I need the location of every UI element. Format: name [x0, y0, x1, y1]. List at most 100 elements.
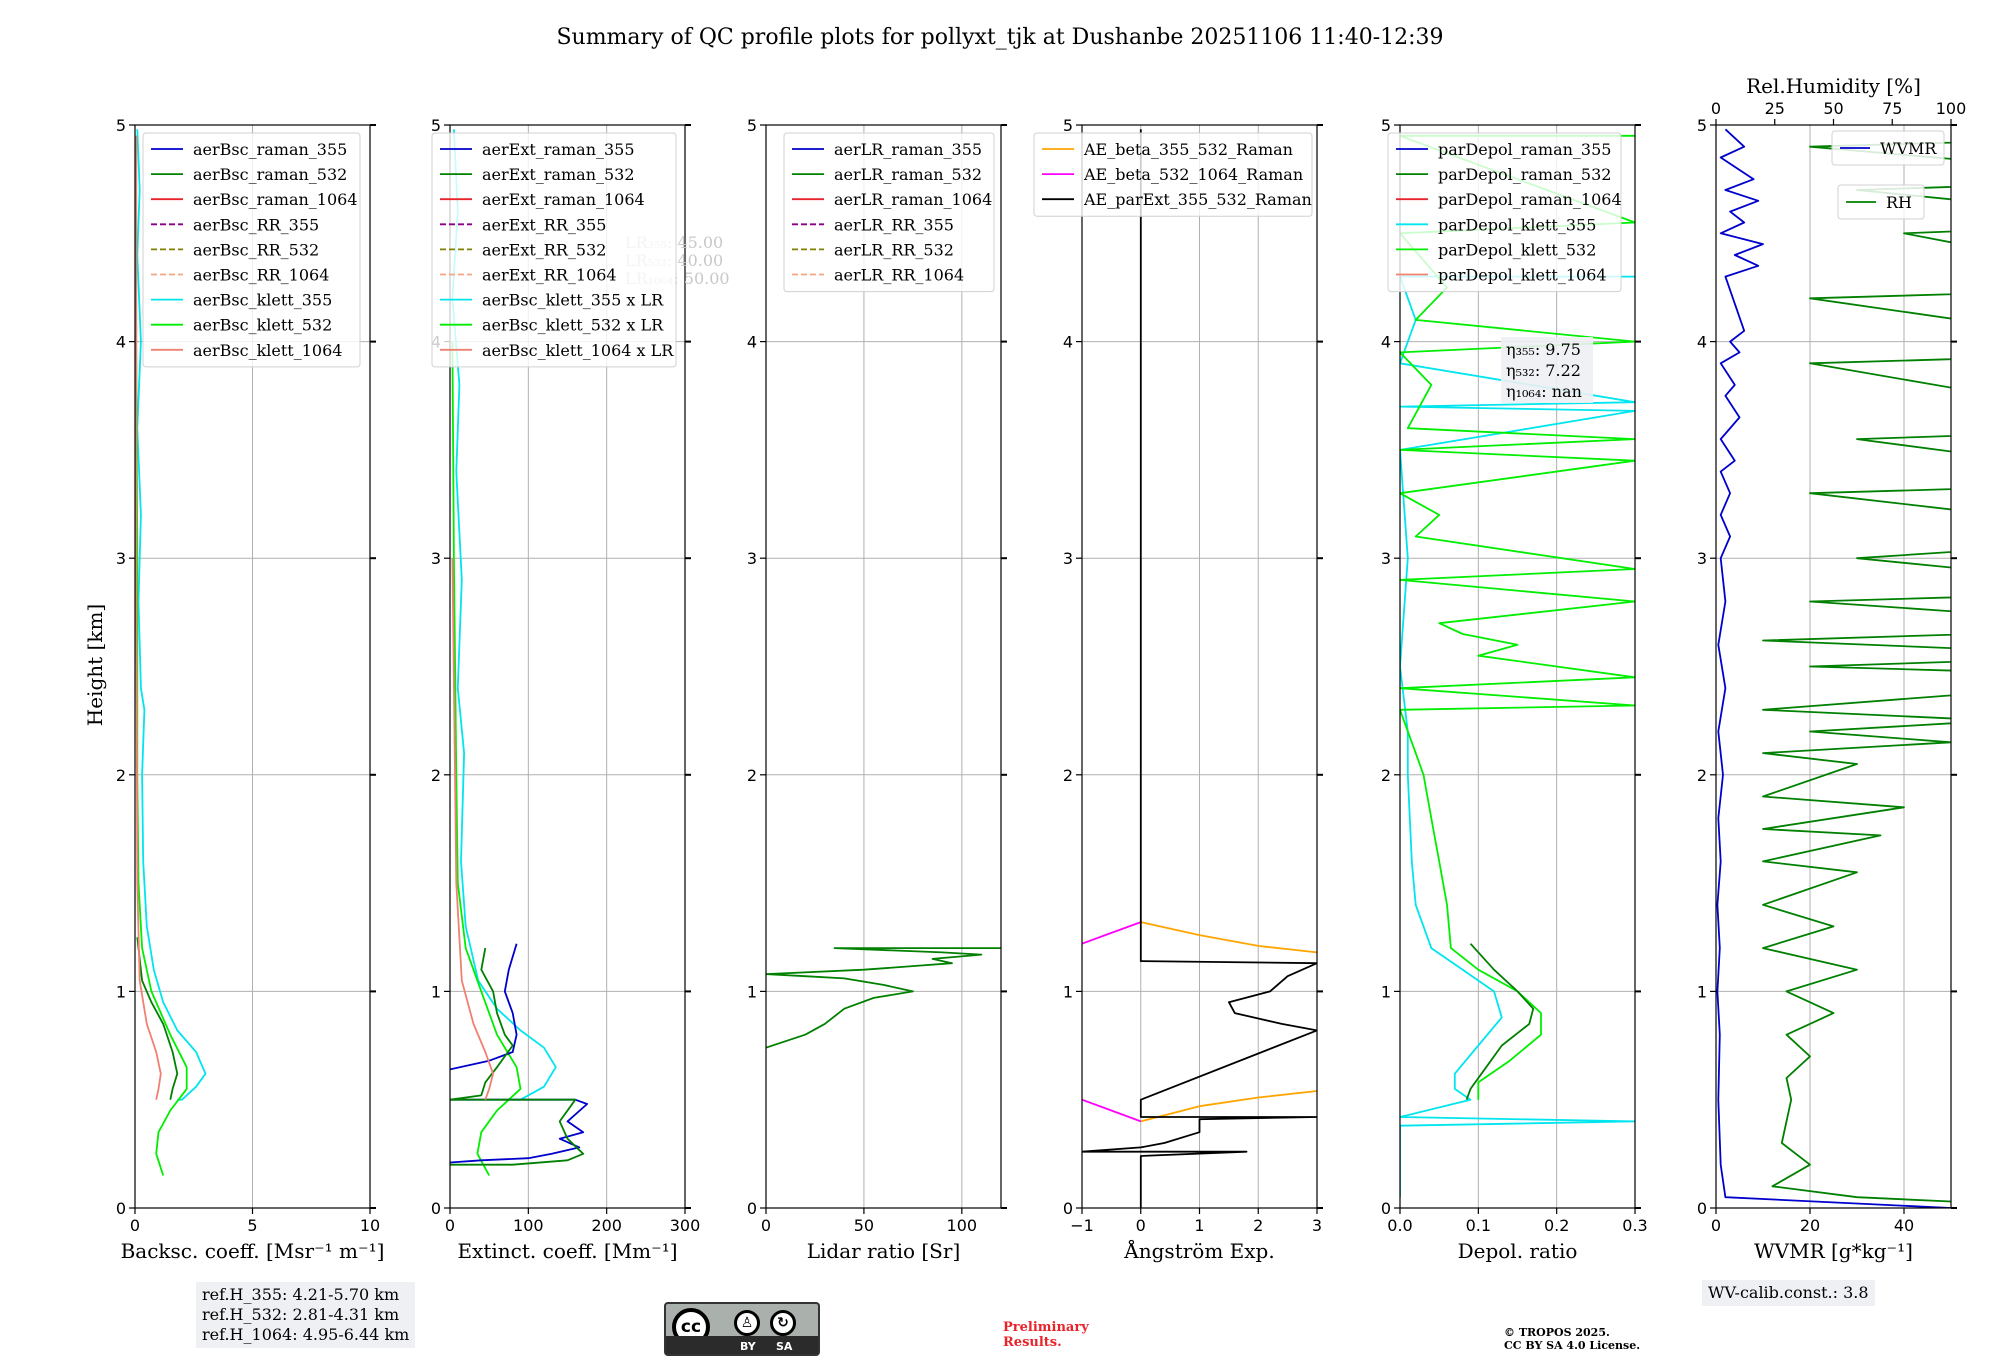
- legend-entry: aerBsc_raman_532: [193, 165, 347, 184]
- y-tick-label: 0: [1381, 1199, 1391, 1218]
- y-tick-label: 2: [1697, 766, 1707, 785]
- legend-entry: parDepol_raman_532: [1438, 165, 1611, 184]
- legend-entry: aerBsc_klett_1064: [193, 341, 342, 360]
- share-alike-icon: ↻: [770, 1310, 796, 1336]
- y-tick-label: 4: [747, 333, 757, 352]
- legend-entry: aerExt_RR_532: [482, 240, 606, 259]
- x-axis-label: Lidar ratio [Sr]: [807, 1239, 961, 1263]
- eta-annotation: η₃₅₅: 9.75: [1506, 340, 1581, 359]
- x-axis-label: Extinct. coeff. [Mm⁻¹]: [457, 1239, 677, 1263]
- y-tick-label: 0: [1063, 1199, 1073, 1218]
- x-tick-label: 40: [1894, 1216, 1914, 1235]
- x-axis-label: Backsc. coeff. [Msr⁻¹ m⁻¹]: [121, 1239, 385, 1263]
- y-tick-label: 0: [431, 1199, 441, 1218]
- legend-box: [1837, 184, 1925, 220]
- x-tick-label: 0: [1136, 1216, 1146, 1235]
- legend-entry: AE_parExt_355_532_Raman: [1083, 190, 1312, 209]
- copyright-line: © TROPOS 2025.: [1504, 1326, 1610, 1339]
- y-tick-label: 1: [1381, 982, 1391, 1001]
- y-tick-label: 2: [1381, 766, 1391, 785]
- cc-badge-bar: [666, 1336, 818, 1354]
- x-tick-label: 100: [947, 1216, 978, 1235]
- x-axis-label: Depol. ratio: [1458, 1239, 1578, 1263]
- panel-frame: [449, 124, 686, 1209]
- series-line-aerbsc-klett-1064 x lr: [451, 558, 494, 1101]
- preliminary-line: Preliminary: [1003, 1320, 1089, 1335]
- legend-entry: WVMR: [1880, 139, 1937, 158]
- series-line-ae-parext-355-532-raman: [1082, 129, 1317, 1208]
- y-tick-label: 2: [1063, 766, 1073, 785]
- preliminary-note: Preliminary Results.: [1003, 1320, 1123, 1350]
- ref-height-355: ref.H_355: 4.21-5.70 km: [202, 1285, 400, 1304]
- series-line-aerext-raman-355: [450, 943, 518, 1071]
- y-tick-label: 5: [1381, 116, 1391, 135]
- y-tick-label: 3: [1381, 549, 1391, 568]
- panel-bsc: 0 1 2 3 4 5 0 5 10 Backsc. coeff. [Msr⁻¹ m⁻¹] aerB…: [116, 116, 385, 1263]
- y-tick-label: 5: [116, 116, 126, 135]
- y-tick-label: 1: [1697, 982, 1707, 1001]
- legend-entry: aerLR_RR_355: [834, 215, 954, 234]
- y-tick-label: 4: [1697, 333, 1707, 352]
- legend-entry: aerBsc_RR_532: [193, 240, 319, 259]
- series-group: [1400, 134, 1635, 1198]
- legend-entry: parDepol_klett_532: [1438, 240, 1596, 259]
- y-tick-label: 1: [116, 982, 126, 1001]
- series-line-aerbsc-klett-1064: [135, 135, 162, 1100]
- person-icon: ♙: [734, 1310, 760, 1336]
- legend-entry: aerExt_raman_1064: [482, 190, 645, 209]
- x-tick-label: 0.2: [1544, 1216, 1569, 1235]
- legend-entry: aerExt_RR_355: [482, 215, 606, 234]
- x-tick-label: 100: [513, 1216, 544, 1235]
- legend-entry: AE_beta_532_1064_Raman: [1083, 165, 1303, 184]
- legend-box: [783, 132, 995, 293]
- eta-box: [1501, 337, 1593, 403]
- cc-sa-label: SA: [776, 1340, 793, 1353]
- y-tick-label: 0: [747, 1199, 757, 1218]
- x-tick-label: 3: [1312, 1216, 1322, 1235]
- y-axis-label: Height [km]: [83, 604, 107, 726]
- series-line-aerbsc-klett-532 x lr: [451, 341, 522, 1176]
- y-tick-label: 4: [116, 333, 126, 352]
- series-group: [1716, 128, 1951, 1208]
- panel-frame: [765, 124, 1002, 1209]
- x-tick-label: 20: [1800, 1216, 1820, 1235]
- ref-height-532: ref.H_532: 2.81-4.31 km: [202, 1305, 400, 1324]
- y-tick-label: 3: [747, 549, 757, 568]
- legend-entry: aerBsc_klett_532: [193, 316, 332, 335]
- y-tick-label: 5: [1063, 116, 1073, 135]
- x-tick-label: 0: [761, 1216, 771, 1235]
- series-line-aerbsc-klett-532: [135, 135, 188, 1176]
- license-line: CC BY SA 4.0 License.: [1504, 1339, 1641, 1352]
- series-line-aerlr-raman-532: [766, 947, 1001, 1049]
- y-tick-label: 5: [1697, 116, 1707, 135]
- y-tick-label: 4: [1381, 333, 1391, 352]
- x-tick-label: 0.3: [1622, 1216, 1647, 1235]
- x-tick-label: 0: [445, 1216, 455, 1235]
- legend-entry: AE_beta_355_532_Raman: [1083, 140, 1293, 159]
- series-line-wvmr: [1716, 128, 1951, 1208]
- legend-entry: aerLR_raman_355: [834, 140, 982, 159]
- y-tick-label: 3: [116, 549, 126, 568]
- legend-entry: aerBsc_klett_355 x LR: [482, 291, 664, 310]
- y-tick-label: 2: [116, 766, 126, 785]
- legend-entry: parDepol_raman_355: [1438, 140, 1611, 159]
- y-tick-label: 2: [747, 766, 757, 785]
- legend-box: [1387, 132, 1622, 293]
- x-tick-label: 50: [854, 1216, 874, 1235]
- y-tick-label: 3: [431, 549, 441, 568]
- x-tick-label: 1: [1194, 1216, 1204, 1235]
- x-tick-label: 0.1: [1466, 1216, 1491, 1235]
- y-tick-label: 3: [1697, 549, 1707, 568]
- legend-box: [1033, 132, 1313, 217]
- panel-depol: 0 1 2 3 4 5 0.0 0.1 0.2 0.3 Depol. ratio parDepol_r…: [1381, 116, 1648, 1263]
- y-tick-label: 1: [1063, 982, 1073, 1001]
- top-axis-label: Rel.Humidity [%]: [1746, 74, 1921, 98]
- y-tick-label: 0: [1697, 1199, 1707, 1218]
- y-tick-label: 2: [431, 766, 441, 785]
- top-x-tick-label: 0: [1711, 99, 1721, 118]
